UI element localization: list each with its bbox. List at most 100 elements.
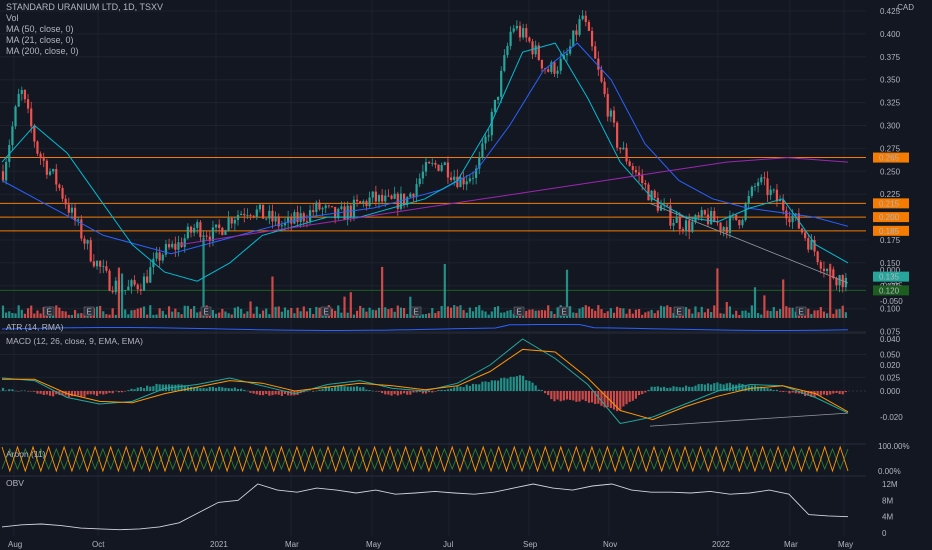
macd-trendline bbox=[649, 412, 849, 427]
macd-histogram-bar bbox=[700, 383, 703, 391]
candle-body bbox=[45, 160, 48, 175]
volume-bar bbox=[77, 313, 80, 318]
level-tag-label: 0.120 bbox=[879, 286, 900, 295]
volume-bar bbox=[782, 279, 785, 318]
x-tick-label: Oct bbox=[92, 540, 105, 549]
candle-body bbox=[688, 220, 691, 232]
volume-bar bbox=[484, 311, 487, 318]
candle-body bbox=[443, 162, 446, 165]
candle-body bbox=[619, 147, 622, 150]
volume-bar bbox=[58, 307, 61, 318]
macd-histogram-bar bbox=[816, 391, 819, 396]
macd-histogram-bar bbox=[440, 389, 443, 391]
earnings-marker-label: E bbox=[414, 308, 419, 317]
x-tick-label: 2021 bbox=[210, 540, 228, 549]
volume-bar bbox=[581, 307, 584, 318]
macd-histogram-bar bbox=[572, 391, 575, 401]
candle-body bbox=[42, 158, 45, 161]
macd-histogram-bar bbox=[506, 378, 509, 391]
volume-bar bbox=[844, 312, 847, 318]
candle-body bbox=[456, 176, 459, 188]
candle-body bbox=[186, 226, 189, 239]
macd-histogram-bar bbox=[490, 380, 493, 391]
volume-tick-label: 0.000 bbox=[880, 266, 901, 275]
macd-histogram-bar bbox=[703, 384, 706, 391]
aroon-pane bbox=[0, 445, 866, 477]
candle-body bbox=[11, 126, 14, 146]
macd-histogram-bar bbox=[515, 376, 518, 391]
macd-histogram-bar bbox=[710, 384, 713, 391]
grid-layer bbox=[0, 0, 866, 536]
earnings-marker bbox=[200, 306, 212, 317]
volume-bar bbox=[424, 313, 428, 318]
volume-bar bbox=[810, 314, 813, 318]
macd-histogram-bar bbox=[644, 391, 647, 393]
macd-histogram-bar bbox=[249, 391, 252, 393]
macd-histogram-bar bbox=[625, 391, 628, 405]
volume-bar bbox=[52, 314, 55, 318]
volume-bar bbox=[180, 314, 183, 318]
macd-histogram-bar bbox=[465, 384, 468, 391]
volume-bar bbox=[785, 306, 788, 318]
candle-body bbox=[785, 210, 788, 219]
macd-histogram-bar bbox=[23, 390, 27, 392]
candle-body bbox=[459, 177, 462, 188]
candle-body bbox=[227, 217, 230, 231]
candle-body bbox=[496, 96, 500, 100]
candle-body bbox=[355, 199, 359, 202]
volume-bar bbox=[468, 307, 471, 318]
macd-histogram-bar bbox=[547, 391, 550, 396]
volume-bar bbox=[139, 307, 142, 318]
macd-histogram-bar bbox=[124, 391, 127, 392]
candle-body bbox=[86, 240, 89, 244]
candle-body bbox=[678, 216, 681, 230]
volume-bar bbox=[656, 310, 659, 318]
volume-bar bbox=[214, 313, 218, 318]
volume-bar bbox=[271, 276, 274, 318]
volume-bar bbox=[387, 309, 390, 318]
candle-body bbox=[102, 266, 105, 268]
candle-body bbox=[274, 216, 277, 222]
macd-histogram-bar bbox=[500, 378, 503, 391]
macd-histogram-bar bbox=[424, 391, 428, 394]
obv-tick-label: 0 bbox=[882, 529, 887, 538]
macd-histogram-bar bbox=[108, 391, 111, 393]
volume-bar bbox=[794, 311, 797, 318]
volume-bar bbox=[252, 313, 255, 318]
macd-histogram-bar bbox=[111, 391, 114, 394]
level-tag-label: 0.215 bbox=[879, 199, 900, 208]
macd-histogram-bar bbox=[161, 384, 164, 391]
macd-histogram-bar bbox=[512, 376, 515, 391]
candle-body bbox=[130, 280, 133, 287]
volume-bar bbox=[600, 309, 603, 318]
candle-body bbox=[346, 205, 349, 220]
candle-body bbox=[428, 162, 431, 164]
volume-bar bbox=[349, 292, 352, 318]
macd-histogram-bar bbox=[772, 390, 775, 391]
candle-body bbox=[26, 99, 30, 109]
price-tick-label: 0.050 bbox=[880, 351, 901, 360]
volume-bar bbox=[760, 314, 763, 318]
macd-histogram-bar bbox=[114, 390, 117, 392]
candle-body bbox=[825, 269, 829, 271]
macd-histogram-bar bbox=[11, 389, 14, 391]
volume-bar bbox=[663, 306, 666, 318]
earnings-marker-label: E bbox=[517, 308, 522, 317]
candle-body bbox=[365, 201, 368, 207]
macd-histogram-bar bbox=[462, 387, 465, 391]
candle-body bbox=[171, 243, 174, 248]
macd-histogram-bar bbox=[713, 383, 716, 391]
volume-bar bbox=[299, 311, 302, 318]
volume-bar bbox=[647, 311, 650, 318]
candle-body bbox=[108, 270, 111, 291]
candle-body bbox=[283, 222, 287, 226]
volume-bar bbox=[312, 314, 315, 318]
candle-body bbox=[647, 184, 650, 201]
volume-bar bbox=[807, 308, 810, 318]
macd-histogram-bar bbox=[95, 391, 99, 396]
candle-body bbox=[744, 203, 747, 220]
candle-body bbox=[20, 90, 23, 94]
candle-body bbox=[99, 261, 102, 267]
candle-body bbox=[710, 211, 713, 225]
macd-histogram-bar bbox=[453, 387, 456, 391]
